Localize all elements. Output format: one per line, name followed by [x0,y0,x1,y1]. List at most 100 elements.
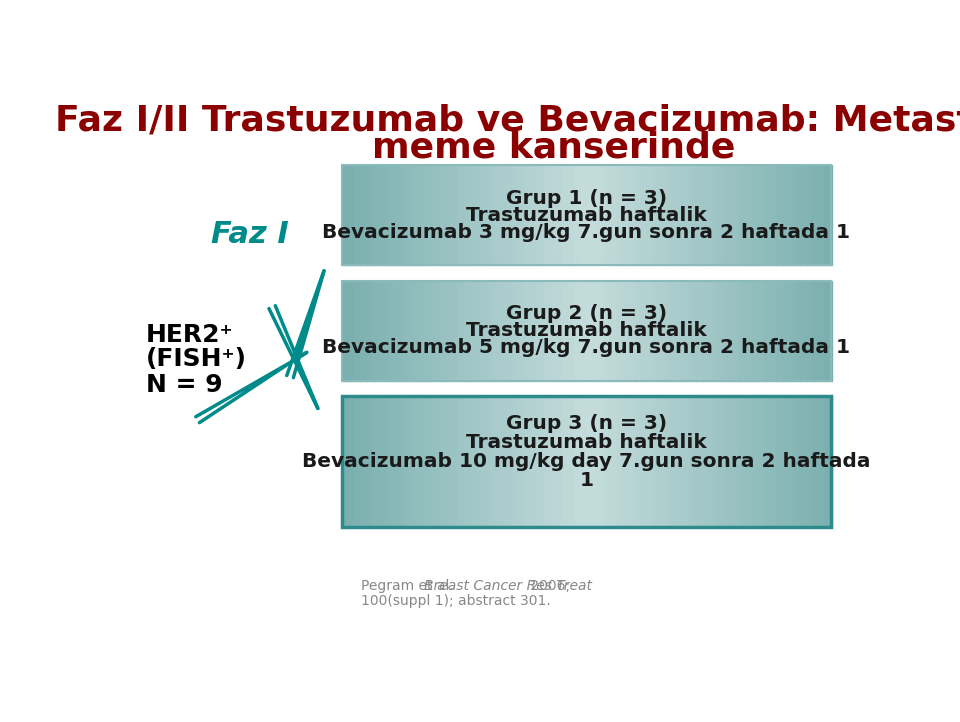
Bar [396,396,404,527]
Bar [690,165,697,265]
Bar [372,396,379,527]
Bar [727,281,733,380]
Text: Grup 1 (n = 3): Grup 1 (n = 3) [506,188,667,208]
Bar [470,281,477,380]
Bar [464,165,471,265]
Bar [801,396,807,527]
Text: Bevacizumab 3 mg/kg 7.gun sonra 2 haftada 1: Bevacizumab 3 mg/kg 7.gun sonra 2 haftad… [323,222,851,242]
Bar [598,281,606,380]
Bar [434,396,441,527]
Bar [587,396,593,527]
Bar [812,165,819,265]
Bar [660,396,666,527]
Bar [525,281,532,380]
Bar [629,396,636,527]
Bar [396,281,404,380]
Bar [721,281,728,380]
Bar [385,281,392,380]
Bar [672,165,679,265]
Bar [781,396,789,527]
Bar [660,165,666,265]
Bar [427,165,434,265]
Bar [507,281,514,380]
Bar [568,281,575,380]
Bar [592,281,599,380]
Bar [476,396,483,527]
Bar [592,165,599,265]
Bar [531,396,539,527]
Bar [721,396,728,527]
Text: (FISH⁺): (FISH⁺) [146,347,247,371]
Bar [403,281,410,380]
Text: HER2⁺: HER2⁺ [146,323,233,347]
Bar [342,396,348,527]
Bar [666,396,673,527]
Bar [458,396,465,527]
Bar [348,165,355,265]
Bar [415,396,422,527]
Bar [378,281,385,380]
Bar [733,281,740,380]
Text: 100(suppl 1); abstract 301.: 100(suppl 1); abstract 301. [361,594,551,608]
Bar [739,165,746,265]
Bar [421,281,428,380]
Bar [348,396,355,527]
Bar [825,165,831,265]
Bar [647,396,655,527]
Bar [538,396,544,527]
Bar [440,165,446,265]
Bar [434,281,441,380]
Bar [605,165,612,265]
Bar [611,165,617,265]
Bar [421,165,428,265]
Bar [788,281,795,380]
Bar [794,396,801,527]
Bar [445,396,452,527]
Bar [396,165,404,265]
Bar [752,396,758,527]
Bar [562,396,568,527]
Bar [427,396,434,527]
Bar [367,396,373,527]
Bar [660,281,666,380]
Bar [470,165,477,265]
Bar [556,281,563,380]
Bar [623,165,630,265]
Bar [483,165,490,265]
Bar [562,281,568,380]
Bar [342,165,348,265]
Bar [666,281,673,380]
Bar [543,281,550,380]
Bar [672,281,679,380]
Bar [629,165,636,265]
Bar [587,165,593,265]
Bar [745,396,752,527]
Bar [770,165,777,265]
Bar [360,281,367,380]
Bar [788,165,795,265]
Bar [415,281,422,380]
Bar [752,165,758,265]
Bar [574,396,581,527]
Bar [494,281,501,380]
Text: Trastuzumab haftalik: Trastuzumab haftalik [466,206,707,225]
Bar [781,281,789,380]
Bar [825,396,831,527]
Bar [445,281,452,380]
Bar [745,165,752,265]
Bar [525,396,532,527]
Text: N = 9: N = 9 [146,373,222,396]
Bar [763,396,771,527]
Bar [696,396,704,527]
Bar [342,165,830,265]
Bar [611,281,617,380]
Bar [617,165,624,265]
Bar [568,396,575,527]
Bar [763,281,771,380]
Bar [342,281,348,380]
Bar [819,396,826,527]
Bar [415,165,422,265]
Bar [391,165,397,265]
Text: 2006;: 2006; [526,578,570,593]
Bar [641,165,648,265]
